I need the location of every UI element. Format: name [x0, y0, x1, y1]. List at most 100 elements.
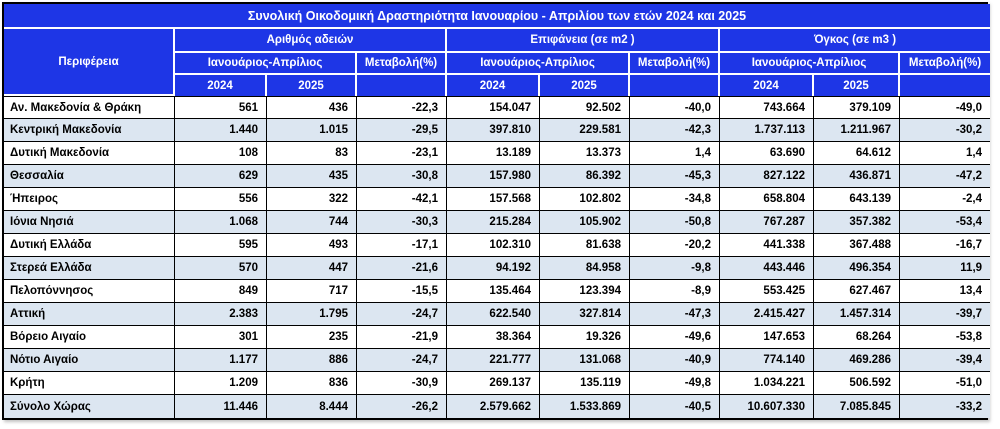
value-cell: 1.209: [175, 372, 267, 395]
title-row: Συνολική Οικοδομική Δραστηριότητα Ιανουα…: [4, 4, 991, 29]
value-cell: -40,0: [630, 96, 720, 119]
value-cell: -30,9: [357, 372, 447, 395]
value-cell: 221.777: [447, 349, 540, 372]
data-table: Συνολική Οικοδομική Δραστηριότητα Ιανουα…: [4, 4, 991, 418]
region-cell: Πελοπόννησος: [4, 280, 175, 303]
value-cell: 767.287: [720, 211, 814, 234]
value-cell: 86.392: [540, 165, 630, 188]
region-cell: Θεσσαλία: [4, 165, 175, 188]
value-cell: -16,7: [900, 234, 991, 257]
value-cell: 397.810: [447, 119, 540, 142]
table-row: Στερεά Ελλάδα 570 447 -21,6 94.192 84.958 -9,8…: [4, 257, 991, 280]
value-cell: 63.690: [720, 142, 814, 165]
group-header-row: Περιφέρεια Αριθμός αδειών Επιφάνεια (σε …: [4, 29, 991, 96]
value-cell: -9,8: [630, 257, 720, 280]
value-cell: 849: [175, 280, 267, 303]
value-cell: -30,3: [357, 211, 447, 234]
value-cell: 643.139: [814, 188, 900, 211]
value-cell: -23,1: [357, 142, 447, 165]
table-row: Δυτική Ελλάδα 595 493 -17,1 102.310 81.638 -20…: [4, 234, 991, 257]
region-cell: Σύνολο Χώρας: [4, 395, 175, 418]
table-row: Σύνολο Χώρας 11.446 8.444 -26,2 2.579.662 1.5…: [4, 395, 991, 418]
value-cell: 13.373: [540, 142, 630, 165]
value-cell: 229.581: [540, 119, 630, 142]
table-row: Αν. Μακεδονία & Θράκη 561 436 -22,3 154.047 9…: [4, 96, 991, 119]
value-cell: 469.286: [814, 349, 900, 372]
value-cell: 595: [175, 234, 267, 257]
value-cell: 131.068: [540, 349, 630, 372]
group-header-surface: Επιφάνεια (σε m2 ): [447, 29, 720, 53]
value-cell: -24,7: [357, 303, 447, 326]
value-cell: 1.457.314: [814, 303, 900, 326]
year-2025-surface: 2025: [540, 75, 630, 96]
value-cell: -47,2: [900, 165, 991, 188]
value-cell: 1.211.967: [814, 119, 900, 142]
period-header-permits: Ιανουάριος-Απρίλιος: [175, 53, 357, 75]
value-cell: 1.015: [267, 119, 357, 142]
value-cell: 154.047: [447, 96, 540, 119]
table-row: Δυτική Μακεδονία 108 83 -23,1 13.189 13.373 1,…: [4, 142, 991, 165]
table-row: Αττική 2.383 1.795 -24,7 622.540 327.814 -47,3…: [4, 303, 991, 326]
value-cell: -53,4: [900, 211, 991, 234]
region-cell: Δυτική Μακεδονία: [4, 142, 175, 165]
value-cell: 436: [267, 96, 357, 119]
value-cell: -40,5: [630, 395, 720, 418]
value-cell: 1.737.113: [720, 119, 814, 142]
value-cell: 102.802: [540, 188, 630, 211]
value-cell: 19.326: [540, 326, 630, 349]
value-cell: 102.310: [447, 234, 540, 257]
value-cell: -8,9: [630, 280, 720, 303]
value-cell: 836: [267, 372, 357, 395]
value-cell: -49,6: [630, 326, 720, 349]
value-cell: 1.533.869: [540, 395, 630, 418]
value-cell: 1.795: [267, 303, 357, 326]
value-cell: 83: [267, 142, 357, 165]
period-header-volume: Ιανουάριος-Απρίλιος: [720, 53, 900, 75]
value-cell: -22,3: [357, 96, 447, 119]
value-cell: 84.958: [540, 257, 630, 280]
value-cell: 561: [175, 96, 267, 119]
change-header-permits: Μεταβολή(%): [357, 53, 447, 75]
value-cell: 1,4: [630, 142, 720, 165]
value-cell: 493: [267, 234, 357, 257]
period-header-row: Ιανουάριος-Απρίλιος Μεταβολή(%) Ιανουάρι…: [4, 53, 991, 75]
value-cell: -47,3: [630, 303, 720, 326]
value-cell: 717: [267, 280, 357, 303]
value-cell: 235: [267, 326, 357, 349]
value-cell: 13,4: [900, 280, 991, 303]
value-cell: 215.284: [447, 211, 540, 234]
value-cell: 506.592: [814, 372, 900, 395]
group-header-volume: Όγκος (σε m3 ): [720, 29, 991, 53]
year-2024-permits: 2024: [175, 75, 267, 96]
value-cell: 123.394: [540, 280, 630, 303]
value-cell: -42,1: [357, 188, 447, 211]
value-cell: 81.638: [540, 234, 630, 257]
group-header-permits: Αριθμός αδειών: [175, 29, 447, 53]
value-cell: 556: [175, 188, 267, 211]
table-row: Νότιο Αιγαίο 1.177 886 -24,7 221.777 131.068-…: [4, 349, 991, 372]
value-cell: 92.502: [540, 96, 630, 119]
empty-change-cell-permits: [357, 75, 447, 96]
value-cell: 269.137: [447, 372, 540, 395]
region-cell: Κεντρική Μακεδονία: [4, 119, 175, 142]
region-cell: Ήπειρος: [4, 188, 175, 211]
region-cell: Νότιο Αιγαίο: [4, 349, 175, 372]
value-cell: 447: [267, 257, 357, 280]
value-cell: 38.364: [447, 326, 540, 349]
value-cell: -53,8: [900, 326, 991, 349]
value-cell: 622.540: [447, 303, 540, 326]
value-cell: -39,7: [900, 303, 991, 326]
value-cell: 658.804: [720, 188, 814, 211]
value-cell: 157.980: [447, 165, 540, 188]
value-cell: 2.383: [175, 303, 267, 326]
value-cell: 441.338: [720, 234, 814, 257]
value-cell: -15,5: [357, 280, 447, 303]
region-cell: Βόρειο Αιγαίο: [4, 326, 175, 349]
value-cell: 744: [267, 211, 357, 234]
value-cell: 13.189: [447, 142, 540, 165]
table-title: Συνολική Οικοδομική Δραστηριότητα Ιανουα…: [4, 4, 991, 29]
empty-change-cell-volume: [900, 75, 991, 96]
value-cell: 827.122: [720, 165, 814, 188]
region-cell: Αν. Μακεδονία & Θράκη: [4, 96, 175, 119]
value-cell: 135.119: [540, 372, 630, 395]
